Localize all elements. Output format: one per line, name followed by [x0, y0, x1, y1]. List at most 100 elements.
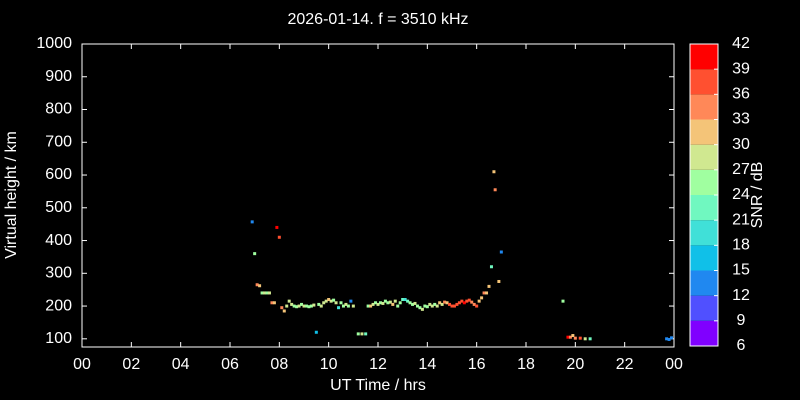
data-point [393, 299, 397, 303]
data-point [423, 304, 427, 308]
y-tick-label: 300 [45, 265, 72, 282]
data-point [267, 291, 271, 295]
data-point [493, 188, 497, 192]
data-point [376, 302, 380, 306]
y-tick-label: 500 [45, 199, 72, 216]
x-tick-label: 04 [172, 356, 190, 373]
colorbar-segment [690, 169, 718, 195]
colorbar-tick-label: 21 [732, 211, 750, 228]
data-point [475, 304, 479, 308]
data-point [366, 304, 370, 308]
colorbar-tick-label: 42 [732, 35, 750, 52]
colorbar-tick-label: 9 [737, 312, 746, 329]
data-point [418, 306, 422, 310]
data-point [433, 302, 437, 306]
data-point [411, 302, 415, 306]
data-point [255, 283, 259, 287]
data-point [324, 299, 328, 303]
data-point [356, 332, 360, 336]
data-point [573, 336, 577, 340]
data-point [425, 305, 429, 309]
data-point [452, 304, 456, 308]
data-point [428, 302, 432, 306]
data-point [270, 301, 274, 305]
y-tick-label: 100 [45, 330, 72, 347]
colorbar-tick-label: 30 [732, 136, 750, 153]
x-tick-label: 02 [122, 356, 140, 373]
colorbar-segment [690, 295, 718, 321]
colorbar-tick-label: 27 [732, 161, 750, 178]
x-tick-label: 18 [517, 356, 535, 373]
data-point [415, 304, 419, 308]
data-point [349, 299, 353, 303]
data-point [265, 291, 269, 295]
colorbar-tick-label: 6 [737, 337, 746, 354]
colorbar-segment [690, 94, 718, 120]
data-point [408, 301, 412, 305]
data-point [665, 337, 669, 341]
colorbar-segment [690, 220, 718, 246]
data-point [334, 301, 338, 305]
x-tick-label: 10 [320, 356, 338, 373]
data-point [462, 301, 466, 305]
data-point [329, 299, 333, 303]
data-point [401, 298, 405, 302]
colorbar-label: SNR / dB [749, 162, 766, 229]
data-point [467, 298, 471, 302]
x-tick-label: 20 [566, 356, 584, 373]
data-point [443, 300, 447, 304]
data-point [465, 299, 469, 303]
colorbar-tick-label: 12 [732, 287, 750, 304]
data-point [290, 302, 294, 306]
data-point [438, 301, 442, 305]
data-point [472, 302, 476, 306]
y-tick-label: 200 [45, 297, 72, 314]
data-point [312, 303, 316, 307]
data-point [492, 170, 496, 174]
colorbar-segment [690, 245, 718, 271]
colorbar-segment [690, 320, 718, 346]
colorbar-tick-label: 15 [732, 262, 750, 279]
x-tick-label: 22 [616, 356, 634, 373]
data-point [435, 304, 439, 308]
colorbar-segment [690, 69, 718, 95]
data-point [497, 279, 501, 283]
data-point [285, 304, 289, 308]
colorbar-tick-label: 36 [732, 86, 750, 103]
data-point [430, 304, 434, 308]
data-point [420, 307, 424, 311]
data-point [302, 304, 306, 308]
x-tick-label: 14 [418, 356, 436, 373]
y-tick-label: 400 [45, 232, 72, 249]
colorbar-tick-label: 39 [732, 60, 750, 77]
colorbar-tick-label: 18 [732, 237, 750, 254]
x-tick-label: 06 [221, 356, 239, 373]
y-tick-label: 600 [45, 166, 72, 183]
data-point [480, 296, 484, 300]
x-axis-label: UT Time / hrs [330, 377, 426, 394]
data-point [470, 300, 474, 304]
data-point [322, 301, 326, 305]
colorbar-segment [690, 144, 718, 170]
data-point [346, 304, 350, 308]
data-point [258, 284, 262, 288]
data-point [381, 301, 385, 305]
colorbar-segment [690, 270, 718, 296]
data-point [360, 332, 364, 336]
data-point [571, 334, 575, 338]
data-point [344, 302, 348, 306]
data-point [280, 306, 284, 310]
data-point [307, 305, 311, 309]
data-point [317, 302, 321, 306]
data-point [383, 299, 387, 303]
colorbar-tick-label: 33 [732, 111, 750, 128]
data-point [391, 302, 395, 306]
x-tick-label: 00 [73, 356, 91, 373]
data-point [406, 299, 410, 303]
data-point [260, 291, 264, 295]
data-point [369, 304, 373, 308]
data-point [445, 301, 449, 305]
data-point [378, 301, 382, 305]
